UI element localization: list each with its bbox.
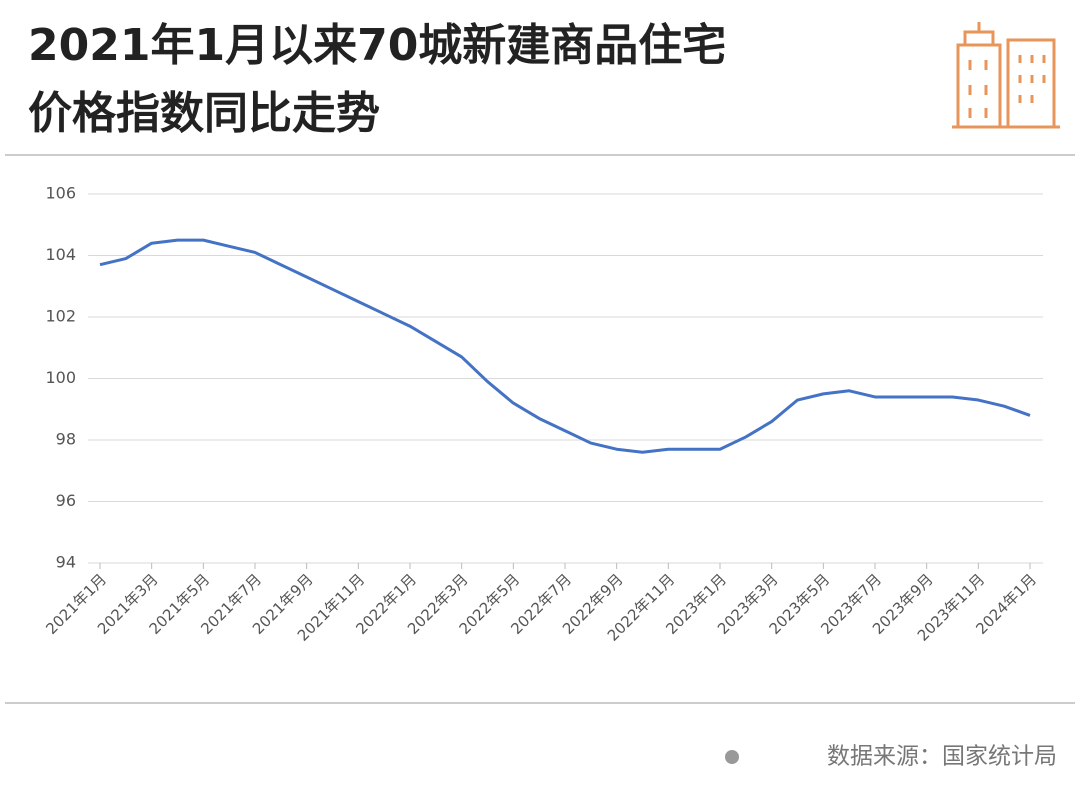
y-tick-label: 100 <box>45 368 76 387</box>
y-tick-label: 94 <box>56 553 76 572</box>
chart-title: 价格指数同比走势 <box>28 88 380 139</box>
bullet <box>725 750 739 764</box>
chart-title: 2021年1月以来70城新建商品住宅 <box>28 20 726 71</box>
y-tick-label: 96 <box>56 491 76 510</box>
line-series <box>99 238 1031 454</box>
y-tick-label: 98 <box>56 430 76 449</box>
y-tick-label: 102 <box>45 307 76 326</box>
y-tick-label: 106 <box>45 184 76 203</box>
building-icon <box>952 22 1060 129</box>
source-note: 数据来源：国家统计局 <box>827 744 1057 770</box>
y-tick-label: 104 <box>45 245 76 264</box>
